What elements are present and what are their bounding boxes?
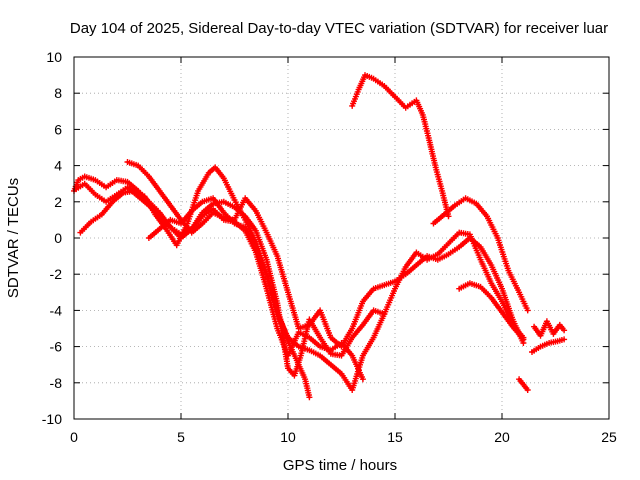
y-tick-label: 4 <box>54 158 62 174</box>
grid <box>74 57 609 419</box>
series-line <box>350 73 450 218</box>
y-tick-label: 0 <box>54 230 62 246</box>
x-tick-label: 15 <box>387 429 403 445</box>
series-track-e <box>145 195 527 393</box>
y-axis-label: SDTVAR / TECUs <box>5 178 22 298</box>
chart-title: Day 104 of 2025, Sidereal Day-to-day VTE… <box>70 20 608 37</box>
x-tick-label: 25 <box>601 429 617 445</box>
series-track-b <box>73 180 388 379</box>
y-tick-label: 8 <box>54 85 62 101</box>
series-track-h <box>456 280 527 343</box>
y-tick-label: -10 <box>42 411 62 427</box>
y-tick-label: -4 <box>50 302 63 318</box>
data-point <box>520 336 527 343</box>
data-point <box>306 394 313 401</box>
y-tick-label: -6 <box>50 339 63 355</box>
data-point <box>561 327 568 334</box>
series-track-g <box>430 195 531 314</box>
x-tick-label: 5 <box>177 429 185 445</box>
x-tick-label: 0 <box>70 429 78 445</box>
x-tick-label: 20 <box>494 429 510 445</box>
x-tick-label: 10 <box>280 429 296 445</box>
y-tick-label: -8 <box>50 375 63 391</box>
data-point <box>359 376 366 383</box>
y-tick-label: 10 <box>46 49 62 65</box>
data-point <box>524 387 531 393</box>
ticks: 0 5 10 15 20 25 -10 -8 -6 -4 -2 0 2 4 6 8 10 <box>42 49 617 445</box>
series-track-j <box>529 336 568 355</box>
series-line <box>147 196 525 392</box>
y-tick-label: 6 <box>54 121 62 137</box>
series-track-f <box>349 72 452 220</box>
data-point <box>524 307 531 314</box>
series-track-d <box>124 159 527 350</box>
series-track-k <box>516 376 531 393</box>
data-point <box>561 336 568 343</box>
series-layer <box>71 72 568 401</box>
y-tick-label: 2 <box>54 194 62 210</box>
x-axis-label: GPS time / hours <box>283 457 397 474</box>
y-tick-label: -2 <box>50 266 63 282</box>
series-track-i <box>531 318 568 339</box>
series-track-c <box>77 164 313 401</box>
